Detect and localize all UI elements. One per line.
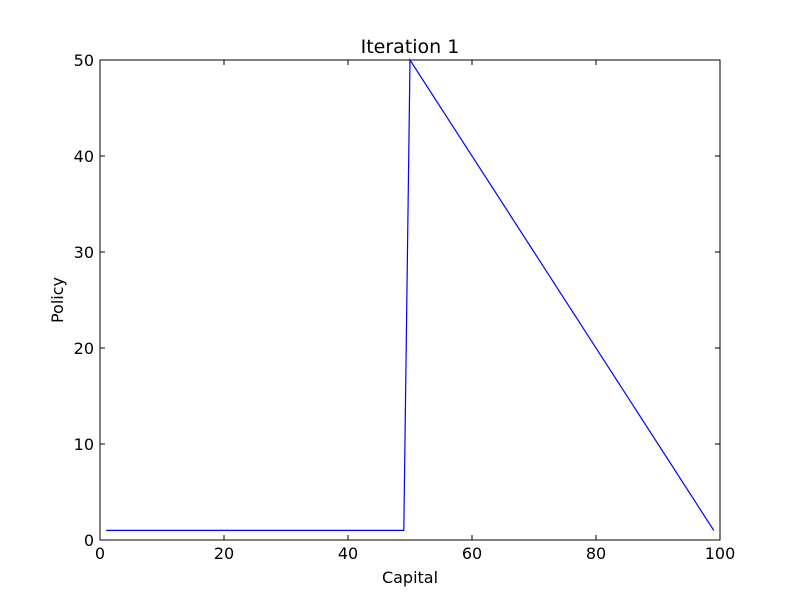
y-tick-label: 40 [74, 147, 94, 166]
plot-area: 0 20 40 60 80 100 0 10 20 30 40 50 [74, 51, 736, 563]
x-tick-label: 60 [462, 544, 482, 563]
x-tick-label: 20 [214, 544, 234, 563]
y-tick-label: 30 [74, 243, 94, 262]
x-tick-label: 40 [338, 544, 358, 563]
x-axis-label: Capital [382, 568, 438, 587]
series-line [106, 58, 715, 532]
x-tick-label: 100 [705, 544, 736, 563]
x-tick-label: 80 [586, 544, 606, 563]
y-tick-label: 50 [74, 51, 94, 70]
y-tick-label: 20 [74, 339, 94, 358]
chart-title: Iteration 1 [361, 36, 460, 58]
ticks: 0 20 40 60 80 100 0 10 20 30 40 50 [74, 51, 736, 563]
y-axis-label: Policy [48, 277, 67, 323]
y-tick-label: 0 [84, 531, 94, 550]
y-tick-label: 10 [74, 435, 94, 454]
x-tick-label: 0 [95, 544, 105, 563]
